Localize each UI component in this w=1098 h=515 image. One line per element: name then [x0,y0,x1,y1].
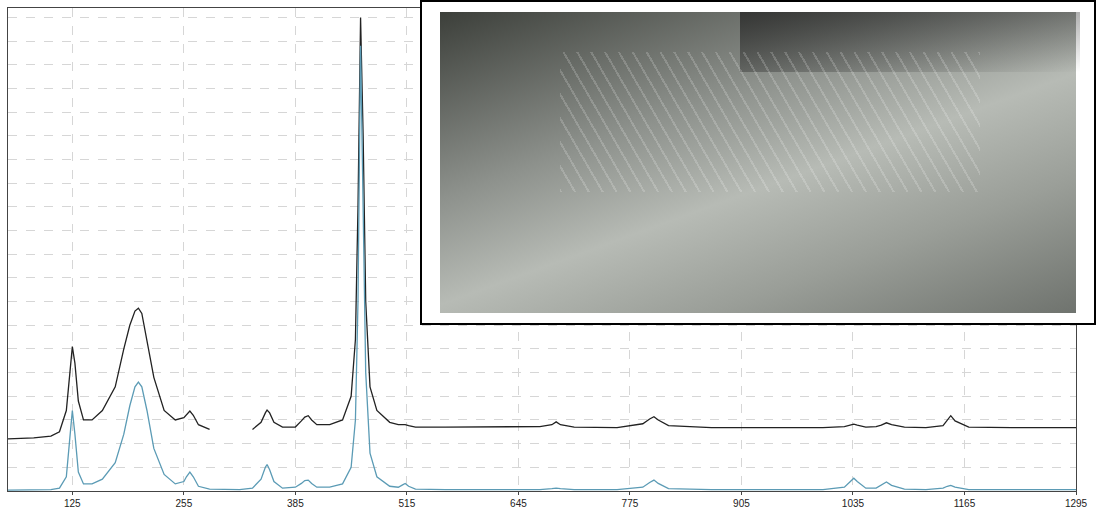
svg-text:255: 255 [176,498,193,509]
svg-text:1165: 1165 [954,498,976,509]
svg-text:515: 515 [399,498,416,509]
svg-text:1035: 1035 [842,498,865,509]
svg-text:125: 125 [64,498,81,509]
svg-text:645: 645 [510,498,527,509]
svg-text:775: 775 [622,498,639,509]
svg-text:385: 385 [287,498,304,509]
svg-text:1295: 1295 [1065,498,1088,509]
svg-text:905: 905 [733,498,750,509]
